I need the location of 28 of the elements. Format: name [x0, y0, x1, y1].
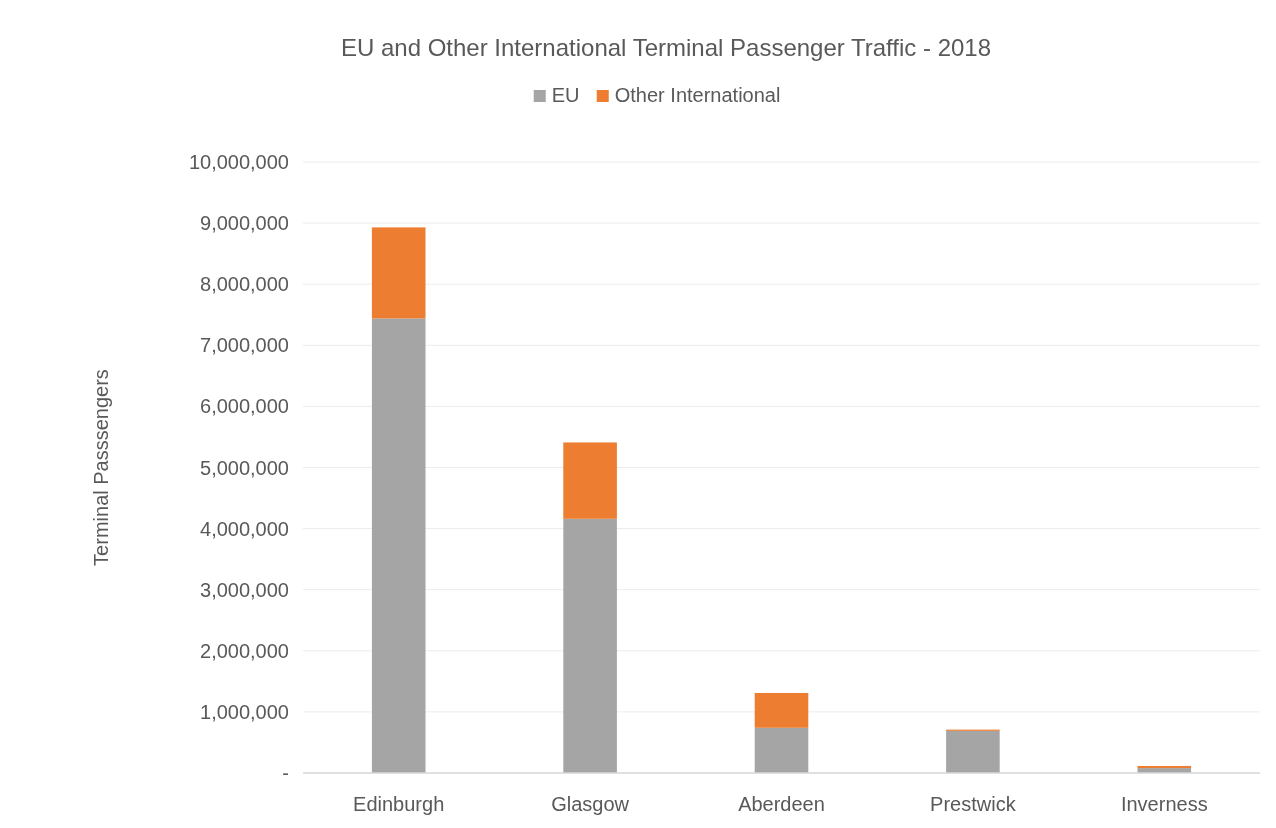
x-tick-label: Edinburgh — [353, 793, 445, 815]
y-tick-label: 2,000,000 — [200, 639, 289, 662]
y-axis-title: Terminal Passsengers — [90, 369, 112, 566]
y-tick-label: 3,000,000 — [200, 578, 289, 601]
bar — [1137, 765, 1192, 769]
y-tick-label: 1,000,000 — [200, 700, 289, 723]
bar — [371, 318, 426, 773]
y-tick-label: 10,000,000 — [188, 151, 289, 173]
x-tick-label: Inverness — [1120, 793, 1208, 815]
y-tick-label: 6,000,000 — [200, 395, 289, 418]
bar — [371, 227, 426, 319]
bar — [754, 727, 809, 773]
y-tick-label: 8,000,000 — [200, 273, 289, 296]
y-tick-label: 9,000,000 — [200, 212, 289, 235]
y-tick-label: 7,000,000 — [200, 334, 289, 357]
x-tick-label: Aberdeen — [738, 793, 825, 815]
legend-label: EU — [551, 84, 580, 106]
chart-title: EU and Other International Terminal Passenger Traffic - 2018 — [340, 34, 992, 61]
bar — [563, 518, 617, 773]
y-tick-label: 5,000,000 — [200, 456, 289, 479]
y-tick-label: 4,000,000 — [200, 517, 289, 540]
y-tick-label: - — [282, 762, 289, 784]
bar — [946, 730, 1000, 773]
x-tick-label: Glasgow — [551, 793, 630, 815]
x-tick-label: Prestwick — [930, 793, 1017, 815]
legend-label: Other International — [614, 84, 781, 106]
bar — [563, 442, 617, 519]
bar — [754, 692, 809, 728]
